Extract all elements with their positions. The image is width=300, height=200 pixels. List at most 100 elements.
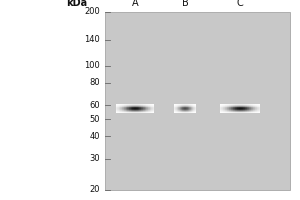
Bar <box>139 110 140 111</box>
Bar <box>236 110 237 111</box>
Bar <box>141 109 142 110</box>
Bar <box>176 112 177 113</box>
Bar <box>232 106 233 107</box>
Bar <box>255 108 256 109</box>
Bar <box>244 108 245 109</box>
Bar <box>130 107 131 108</box>
Bar <box>190 108 191 109</box>
Bar <box>237 104 238 105</box>
Bar <box>259 107 260 108</box>
Bar <box>185 104 186 105</box>
Bar <box>231 110 232 111</box>
Bar <box>248 109 249 110</box>
Bar <box>181 111 182 112</box>
Bar <box>150 108 151 109</box>
Bar <box>251 110 252 111</box>
Bar <box>259 112 260 113</box>
Bar <box>250 112 251 113</box>
Bar <box>235 104 236 105</box>
Bar <box>247 104 248 105</box>
Bar <box>231 112 232 113</box>
Bar <box>195 110 196 111</box>
Bar <box>243 104 244 105</box>
Bar <box>235 107 236 108</box>
Bar <box>174 112 175 113</box>
Bar <box>144 107 145 108</box>
Bar <box>123 107 124 108</box>
Bar <box>174 111 175 112</box>
Bar <box>125 107 126 108</box>
Bar <box>182 107 183 108</box>
Bar <box>181 109 182 110</box>
Bar <box>179 104 180 105</box>
Bar <box>181 112 182 113</box>
Bar <box>176 107 177 108</box>
Bar <box>131 107 132 108</box>
Bar <box>220 110 221 111</box>
Bar <box>133 108 134 109</box>
Bar <box>255 112 256 113</box>
Bar <box>229 108 230 109</box>
Bar <box>247 108 248 109</box>
Bar <box>136 109 137 110</box>
Bar <box>184 107 185 108</box>
Bar <box>192 104 193 105</box>
Bar <box>146 106 147 107</box>
Bar <box>128 107 129 108</box>
Bar <box>249 104 250 105</box>
Bar <box>249 112 250 113</box>
Bar <box>252 104 253 105</box>
Bar <box>174 111 175 112</box>
Bar <box>243 107 244 108</box>
Bar <box>253 110 254 111</box>
Bar <box>225 106 226 107</box>
Bar <box>247 112 248 113</box>
Bar <box>180 111 181 112</box>
Bar <box>245 108 246 109</box>
Bar <box>237 107 238 108</box>
Bar <box>139 112 140 113</box>
Bar <box>243 112 244 113</box>
Bar <box>186 105 187 106</box>
Bar <box>137 109 138 110</box>
Bar <box>193 109 194 110</box>
Bar <box>117 107 118 108</box>
Bar <box>249 104 250 105</box>
Bar <box>181 107 182 108</box>
Bar <box>153 104 154 105</box>
Bar <box>146 110 147 111</box>
Bar <box>179 108 180 109</box>
Bar <box>240 112 241 113</box>
Bar <box>237 110 238 111</box>
Bar <box>225 107 226 108</box>
Bar <box>231 108 232 109</box>
Bar <box>185 109 186 110</box>
Bar <box>220 105 221 106</box>
Bar <box>253 108 254 109</box>
Bar <box>227 109 228 110</box>
Bar <box>117 104 118 105</box>
Bar <box>146 104 147 105</box>
Bar <box>181 105 182 106</box>
Bar <box>144 104 145 105</box>
Bar <box>194 110 195 111</box>
Bar <box>134 108 135 109</box>
Bar <box>141 108 142 109</box>
Bar <box>177 109 178 110</box>
Bar <box>189 104 190 105</box>
Bar <box>122 109 123 110</box>
Bar <box>134 106 135 107</box>
Bar <box>179 112 180 113</box>
Bar <box>187 105 188 106</box>
Bar <box>191 104 192 105</box>
Bar <box>147 112 148 113</box>
Bar <box>243 104 244 105</box>
Bar <box>120 104 121 105</box>
Bar <box>220 104 221 105</box>
Bar <box>178 112 179 113</box>
Bar <box>195 108 196 109</box>
Bar <box>243 109 244 110</box>
Bar <box>177 104 178 105</box>
Bar <box>189 104 190 105</box>
Bar <box>177 112 178 113</box>
